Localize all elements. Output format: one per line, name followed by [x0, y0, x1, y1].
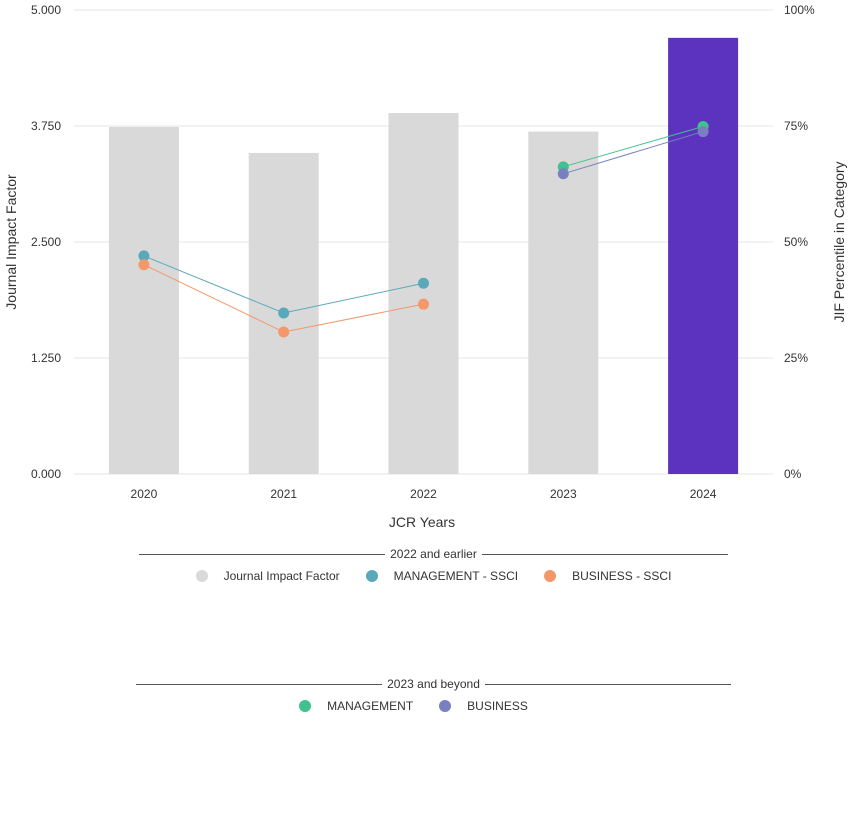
x-tick-label: 2022: [410, 487, 437, 501]
legend-group-header: 2023 and beyond: [0, 677, 867, 691]
legend-label: Journal Impact Factor: [223, 569, 340, 583]
series-line: [563, 125, 704, 168]
x-tick-label: 2020: [131, 487, 158, 501]
legend-items: Journal Impact Factor MANAGEMENT - SSCI …: [0, 569, 867, 583]
series-point: [418, 298, 429, 310]
series-lines-group: [138, 120, 709, 338]
jif-chart: 0.000 1.250 2.500 3.750 5.000 0% 25% 50% 75% 100…: [3, 3, 847, 530]
bars-group: [108, 37, 739, 475]
y2-tick-label: 0%: [784, 467, 802, 481]
series-point: [138, 250, 150, 262]
y2-tick-label: 50%: [784, 235, 808, 249]
legend-group-title: 2023 and beyond: [387, 677, 480, 691]
legend-item-business-ssci[interactable]: BUSINESS - SSCI: [544, 569, 671, 583]
x-axis-title: JCR Years: [389, 514, 455, 530]
legend-item-jif[interactable]: Journal Impact Factor: [195, 569, 340, 583]
y2-axis-title: JIF Percentile in Category: [831, 161, 847, 322]
right-axis-ticks: 0% 25% 50% 75% 100%: [784, 3, 815, 481]
x-tick-label: 2024: [690, 487, 717, 501]
legend-item-business[interactable]: BUSINESS: [439, 699, 528, 713]
legend-label: BUSINESS - SSCI: [572, 569, 672, 583]
legend-dot: [299, 700, 312, 712]
legend-label: MANAGEMENT: [327, 699, 414, 713]
x-tick-label: 2021: [270, 487, 297, 501]
legend-dot: [195, 570, 208, 582]
series-point: [697, 126, 709, 138]
x-axis-ticks: 2020 2021 2022 2023 2024: [131, 487, 717, 501]
series-point: [278, 326, 290, 338]
legend-group-title: 2022 and earlier: [390, 547, 477, 561]
bar-2024: [668, 37, 739, 475]
bar-2022: [388, 113, 459, 475]
series-point: [557, 168, 569, 180]
y-tick-label: 1.250: [31, 351, 61, 365]
legend-item-management[interactable]: MANAGEMENT: [299, 699, 413, 713]
series-line: [563, 131, 704, 175]
y2-tick-label: 100%: [784, 3, 815, 17]
legend-rule-left: [138, 554, 385, 556]
y-tick-label: 0.000: [31, 467, 61, 481]
legend-dot: [365, 570, 378, 582]
legend-label: MANAGEMENT - SSCI: [393, 569, 519, 583]
legend-item-management-ssci[interactable]: MANAGEMENT - SSCI: [365, 569, 519, 583]
bar-2023: [528, 131, 599, 474]
left-axis-ticks: 0.000 1.250 2.500 3.750 5.000: [31, 3, 61, 481]
bar-2020: [108, 126, 179, 474]
legend-rule-right: [482, 554, 729, 556]
legend-group-header: 2022 and earlier: [0, 547, 867, 561]
series-point: [278, 307, 290, 319]
legend-items: MANAGEMENT BUSINESS: [0, 699, 827, 713]
legend-rule-right: [485, 684, 732, 686]
y-axis-title: Journal Impact Factor: [3, 174, 19, 310]
legend-2022-and-earlier: 2022 and earlier Journal Impact Factor M…: [0, 547, 867, 583]
series-point: [138, 259, 150, 271]
legend-rule-left: [135, 684, 382, 686]
y-tick-label: 2.500: [31, 235, 61, 249]
legend-dot: [439, 700, 452, 712]
legend-label: BUSINESS: [467, 699, 528, 713]
legend-dot: [544, 570, 557, 582]
legend-2023-and-beyond: 2023 and beyond MANAGEMENT BUSINESS: [0, 677, 867, 713]
x-tick-label: 2023: [550, 487, 577, 501]
y-tick-label: 3.750: [31, 119, 61, 133]
y2-tick-label: 25%: [784, 351, 808, 365]
series-point: [418, 277, 429, 289]
y2-tick-label: 75%: [784, 119, 808, 133]
y-tick-label: 5.000: [31, 3, 61, 17]
